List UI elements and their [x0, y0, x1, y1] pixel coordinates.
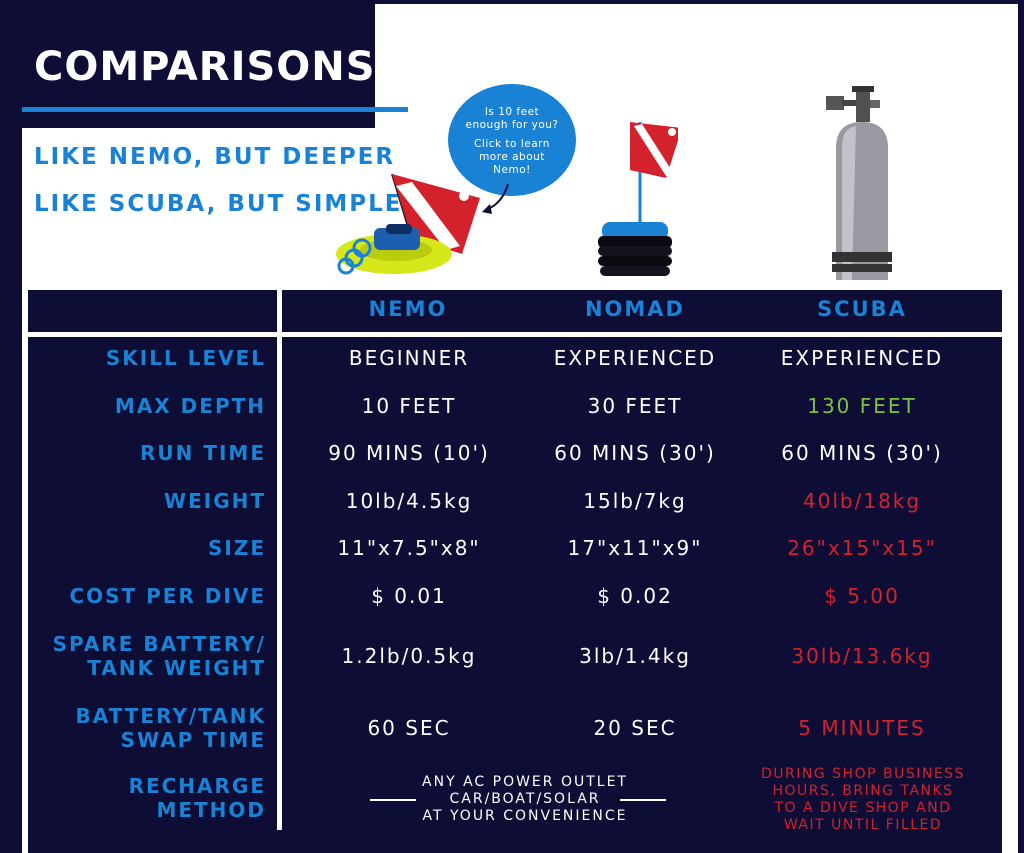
table-cell: 5 MINUTES [798, 716, 926, 740]
recharge-divider-right [620, 799, 666, 801]
table-cell: 60 MINS (30') [554, 441, 716, 465]
recharge-line: WAIT UNTIL FILLED [783, 817, 943, 833]
row-label-recharge: RECHARGE METHOD [129, 774, 266, 822]
tagline-2: LIKE SCUBA, BUT SIMPLE [34, 191, 403, 217]
column-header-nomad: NOMAD [584, 297, 685, 321]
bubble-arrow-icon [482, 183, 509, 214]
table-cell: 10lb/4.5kg [345, 489, 473, 513]
row-label-line: SIZE [207, 536, 266, 560]
table-cell: 26"x15"x15" [787, 536, 937, 560]
table-cell: $ 5.00 [824, 584, 900, 608]
recharge-divider-left [370, 799, 416, 801]
bubble-line: Click to learn [474, 138, 550, 150]
nemo-info-bubble[interactable]: Is 10 feet enough for you? Click to lear… [448, 84, 576, 196]
row-label: RUN TIME [140, 441, 266, 465]
row-label-line: SPARE BATTERY/ [52, 632, 266, 656]
recharge-line: ANY AC POWER OUTLET [422, 774, 628, 790]
row-label-line: TANK WEIGHT [87, 656, 266, 680]
table-cell: 3lb/1.4kg [579, 644, 691, 668]
row-label: SIZE [208, 536, 266, 560]
title-banner [0, 0, 375, 128]
row-label: WEIGHT [164, 489, 266, 513]
table-cell: EXPERIENCED [553, 346, 717, 370]
recharge-line: TO A DIVE SHOP AND [774, 800, 952, 816]
table-cell: 60 MINS (30') [781, 441, 943, 465]
bubble-line: Is 10 feet [484, 106, 540, 118]
nemo-product-image [336, 173, 480, 275]
row-label-line: WEIGHT [164, 489, 266, 513]
recharge-line: CAR/BOAT/SOLAR [449, 791, 601, 807]
page-title: COMPARISONS [34, 44, 376, 90]
recharge-line: DURING SHOP BUSINESS [761, 766, 965, 782]
recharge-line: AT YOUR CONVENIENCE [422, 808, 628, 824]
table-cell: 15lb/7kg [583, 489, 687, 513]
row-label-line: BATTERY/TANK [75, 704, 266, 728]
table-cell: 1.2lb/0.5kg [341, 644, 477, 668]
scuba-tank-image [826, 86, 892, 280]
row-label: MAX DEPTH [115, 394, 266, 418]
label-divider [277, 290, 282, 830]
row-label-line: SWAP TIME [120, 728, 266, 752]
bubble-line: more about [479, 151, 545, 163]
table-cell: $ 0.02 [597, 584, 673, 608]
comparison-table [28, 290, 1002, 853]
recharge-line: HOURS, BRING TANKS [772, 783, 954, 799]
recharge-scuba: DURING SHOP BUSINESS HOURS, BRING TANKS … [745, 766, 981, 834]
column-header-nemo: NEMO [368, 297, 448, 321]
table-cell: 30lb/13.6kg [791, 644, 933, 668]
table-cell: BEGINNER [348, 346, 470, 370]
table-cell: 11"x7.5"x8" [337, 536, 481, 560]
row-label: SKILL LEVEL [106, 346, 266, 370]
bubble-line: Nemo! [493, 164, 531, 176]
table-cell: 130 FEET [807, 394, 917, 418]
row-label-line: RUN TIME [140, 441, 266, 465]
title-underline [22, 107, 408, 112]
tagline-1: LIKE NEMO, BUT DEEPER [34, 144, 396, 170]
table-cell: 20 SEC [593, 716, 677, 740]
table-cell: $ 0.01 [371, 584, 447, 608]
column-header-scuba: SCUBA [817, 297, 907, 321]
nomad-product-image [598, 122, 678, 276]
row-label: COST PER DIVE [69, 584, 266, 608]
table-cell: 40lb/18kg [802, 489, 922, 513]
row-label: SPARE BATTERY/TANK WEIGHT [53, 632, 266, 680]
row-label-line: SKILL LEVEL [105, 346, 266, 370]
row-label-line: COST PER DIVE [69, 584, 266, 608]
table-cell: 17"x11"x9" [567, 536, 703, 560]
table-cell: 60 SEC [367, 716, 451, 740]
table-cell: 30 FEET [587, 394, 683, 418]
recharge-nemo-nomad: ANY AC POWER OUTLET CAR/BOAT/SOLAR AT YO… [360, 774, 690, 825]
table-cell: EXPERIENCED [780, 346, 944, 370]
row-label-line: MAX DEPTH [114, 394, 266, 418]
header-divider [28, 332, 1002, 337]
table-cell: 90 MINS (10') [328, 441, 490, 465]
row-label: BATTERY/TANK SWAP TIME [76, 704, 266, 752]
bubble-line: enough for you? [465, 119, 559, 131]
row-label-line: METHOD [156, 798, 266, 822]
table-cell: 10 FEET [361, 394, 457, 418]
row-label-line: RECHARGE [128, 774, 266, 798]
